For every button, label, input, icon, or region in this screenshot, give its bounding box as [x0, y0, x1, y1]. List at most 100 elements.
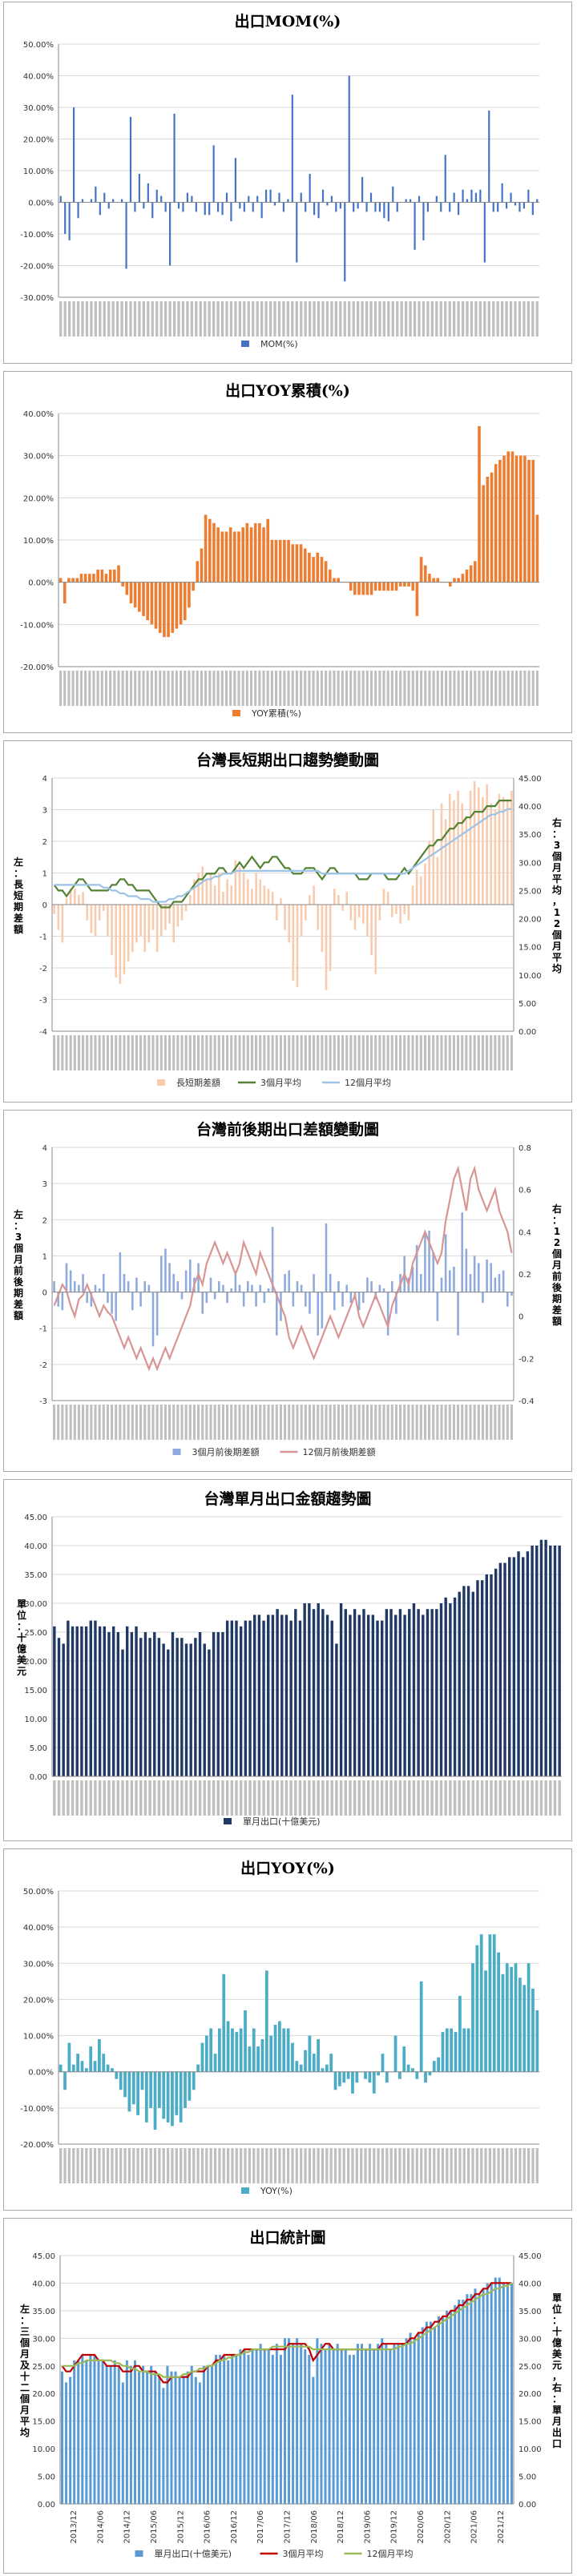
legend-swatch [241, 2187, 249, 2194]
bar [377, 2344, 380, 2504]
bar [92, 574, 95, 583]
x-tick-mark [242, 1405, 245, 1440]
bar [69, 2376, 72, 2504]
x-tick-mark [139, 1035, 143, 1070]
bar [131, 905, 134, 953]
bar [107, 1632, 111, 1776]
bar [313, 202, 316, 216]
y-tick-label: 4 [42, 775, 47, 784]
x-tick-mark [295, 2148, 298, 2183]
bar [107, 1292, 109, 1304]
x-tick-mark [71, 671, 75, 706]
x-tick-mark [432, 671, 435, 706]
bar [172, 1274, 175, 1292]
x-tick-mark [330, 1780, 333, 1816]
bar [123, 905, 126, 974]
x-tick-mark [389, 2148, 393, 2183]
bar [510, 790, 513, 905]
x-tick-mark [67, 1780, 70, 1816]
bar [292, 2344, 295, 2504]
y-tick-label: 20.00% [23, 136, 54, 145]
bar [494, 464, 498, 583]
x-tick-mark [270, 671, 273, 706]
x-tick-mark [399, 1405, 402, 1440]
x-tick-mark [217, 1405, 220, 1440]
x-tick-mark [167, 1780, 170, 1816]
bar [148, 1638, 151, 1776]
x-tick-mark [465, 671, 469, 706]
x-tick-mark [90, 301, 93, 337]
x-tick-mark [321, 301, 325, 337]
x-tick-mark [415, 2148, 418, 2183]
x-tick-mark [216, 671, 220, 706]
x-tick-mark [360, 2148, 363, 2183]
bar [166, 2071, 170, 2122]
x-tick-mark [420, 2148, 423, 2183]
bar [188, 2071, 192, 2101]
x-tick-mark [527, 301, 530, 337]
x-tick-mark [341, 671, 344, 706]
x-tick-mark [229, 671, 232, 706]
x-tick-mark [304, 2148, 307, 2183]
bar [209, 2028, 213, 2072]
bar [172, 905, 175, 943]
bar [247, 1281, 249, 1292]
x-tick-mark [386, 1035, 389, 1070]
x-tick-mark [107, 301, 111, 337]
bar [82, 1274, 84, 1292]
bar [105, 2365, 108, 2504]
x-tick-mark [553, 1780, 557, 1816]
x-tick-mark [255, 1035, 258, 1070]
x-tick-mark [289, 1780, 293, 1816]
x-tick-mark [225, 1780, 229, 1816]
legend-label: 單月出口(十億美元) [155, 2548, 232, 2559]
x-tick-mark [208, 671, 212, 706]
bar [394, 1615, 397, 1776]
bar [420, 1274, 422, 1292]
bar [523, 202, 525, 209]
x-tick-mark [452, 1035, 455, 1070]
chart-title: 出口YOY累積(%) [225, 381, 350, 400]
bar [235, 2355, 238, 2504]
x-tick-mark [85, 301, 89, 337]
x-tick-mark [102, 2148, 105, 2183]
x-tick-mark [329, 1035, 332, 1070]
chart-yoy: 出口YOY(%)50.00%40.00%30.00%20.00%10.00%0.… [20, 1859, 539, 2196]
x-tick-mark [317, 1780, 320, 1816]
x-tick-mark [147, 1405, 151, 1440]
y-right-tick-label: -0.4 [518, 1397, 535, 1406]
bar [263, 885, 266, 905]
chart-monthly-export: 台灣單月出口金額趨勢圖45.0040.0035.0030.0025.0020.0… [17, 1490, 562, 1827]
bar [267, 889, 270, 905]
x-tick-mark [98, 1035, 101, 1070]
x-tick-mark [243, 301, 246, 337]
bar [195, 202, 197, 212]
bar [244, 2010, 247, 2072]
bar [535, 514, 539, 583]
x-tick-mark [490, 1780, 493, 1816]
x-tick-mark [377, 2148, 380, 2183]
bar [474, 561, 477, 583]
x-tick-mark [150, 671, 153, 706]
x-tick-mark [238, 301, 241, 337]
bar [494, 809, 497, 905]
bar [62, 1643, 65, 1776]
bar [99, 202, 101, 216]
y-tick-label: 1 [42, 870, 47, 879]
bar [403, 582, 406, 587]
bar [303, 1603, 306, 1776]
bar [502, 455, 506, 583]
bar [527, 189, 530, 203]
bar [139, 1638, 143, 1776]
bar [133, 2360, 137, 2504]
bar [423, 565, 427, 583]
bar [362, 905, 365, 924]
bar [479, 189, 482, 203]
legend-swatch [172, 1449, 181, 1455]
bar [512, 1557, 516, 1776]
bar [221, 202, 224, 216]
x-tick-mark [119, 1405, 122, 1440]
x-tick-mark [53, 1405, 56, 1440]
x-tick-mark [411, 1035, 414, 1070]
x-tick-mark [111, 301, 115, 337]
